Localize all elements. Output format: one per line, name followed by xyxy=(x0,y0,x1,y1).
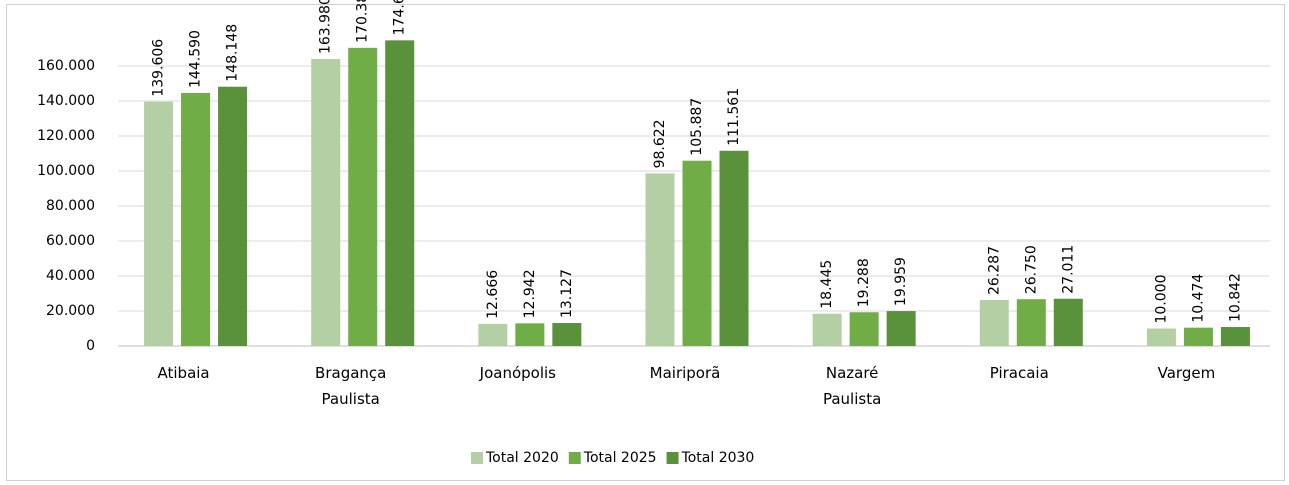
data-label: 13.127 xyxy=(559,269,575,318)
bar xyxy=(218,86,248,346)
legend-label: Total 2030 xyxy=(681,450,755,466)
bar xyxy=(682,160,712,346)
data-label: 139.606 xyxy=(151,39,167,97)
data-label: 105.887 xyxy=(689,98,705,156)
bar xyxy=(385,40,415,347)
bar xyxy=(311,59,341,346)
y-tick-label: 120.000 xyxy=(37,128,95,144)
bar xyxy=(812,313,842,346)
data-label: 27.011 xyxy=(1060,245,1076,294)
data-label: 170.383 xyxy=(355,0,371,43)
x-tick-label-box: Nazaré Paulista xyxy=(822,364,882,408)
data-label: 111.561 xyxy=(726,88,742,146)
bar xyxy=(478,323,508,346)
legend-label: Total 2025 xyxy=(583,450,657,466)
data-label: 19.959 xyxy=(893,257,909,306)
legend-swatch xyxy=(568,452,581,464)
legend-swatch xyxy=(471,452,483,464)
y-tick-label: 100.000 xyxy=(37,163,95,179)
data-label: 163.980 xyxy=(318,0,334,54)
x-tick-label: Nazaré Paulista xyxy=(822,364,882,408)
legend-swatch xyxy=(666,452,679,464)
bar xyxy=(552,323,582,346)
bar xyxy=(886,311,916,346)
bar xyxy=(645,173,675,346)
x-tick-label: Bragança Paulista xyxy=(315,364,387,408)
x-tick-label: Vargem xyxy=(1157,364,1216,382)
bar xyxy=(1053,298,1083,346)
bar xyxy=(1183,327,1213,346)
bar xyxy=(348,47,378,347)
chart-frame xyxy=(6,4,1285,481)
y-tick-label: 0 xyxy=(86,338,95,354)
x-tick-label-box: Joanópolis xyxy=(479,364,556,382)
bar xyxy=(1016,299,1046,346)
data-label: 19.288 xyxy=(856,258,872,307)
data-label: 148.148 xyxy=(225,24,241,82)
y-tick-label: 40.000 xyxy=(46,268,95,284)
x-tick-label: Atibaia xyxy=(157,364,210,382)
data-label: 144.590 xyxy=(188,30,204,88)
data-label: 18.445 xyxy=(819,260,835,309)
data-label: 98.622 xyxy=(652,119,668,168)
x-tick-label: Mairiporã xyxy=(649,364,721,382)
data-label: 174.665 xyxy=(392,0,408,35)
x-tick-label-box: Piracaia xyxy=(989,364,1049,382)
data-label: 10.474 xyxy=(1190,274,1206,323)
bar xyxy=(181,92,211,346)
x-tick-label-box: Atibaia xyxy=(157,364,210,382)
bar xyxy=(1220,327,1250,346)
data-label: 10.842 xyxy=(1227,273,1243,322)
x-tick-label-box: Bragança Paulista xyxy=(315,364,387,408)
x-tick-label: Joanópolis xyxy=(479,364,556,382)
data-label: 26.287 xyxy=(986,246,1002,295)
y-tick-label: 140.000 xyxy=(37,93,95,109)
x-tick-label-box: Mairiporã xyxy=(649,364,721,382)
data-label: 12.942 xyxy=(522,269,538,318)
y-tick-label: 20.000 xyxy=(46,303,95,319)
bar xyxy=(719,150,749,346)
legend-label: Total 2020 xyxy=(485,450,559,466)
x-tick-label-box: Vargem xyxy=(1157,364,1216,382)
data-label: 12.666 xyxy=(485,270,501,319)
bar xyxy=(515,323,545,346)
bar xyxy=(849,312,879,346)
data-label: 10.000 xyxy=(1153,275,1169,324)
bar xyxy=(1146,328,1176,346)
y-tick-label: 60.000 xyxy=(46,233,95,249)
data-label: 26.750 xyxy=(1023,245,1039,294)
bar xyxy=(979,299,1009,346)
bar xyxy=(144,101,174,346)
y-tick-label: 160.000 xyxy=(37,58,95,74)
x-tick-label: Piracaia xyxy=(989,364,1049,382)
y-tick-label: 80.000 xyxy=(46,198,95,214)
